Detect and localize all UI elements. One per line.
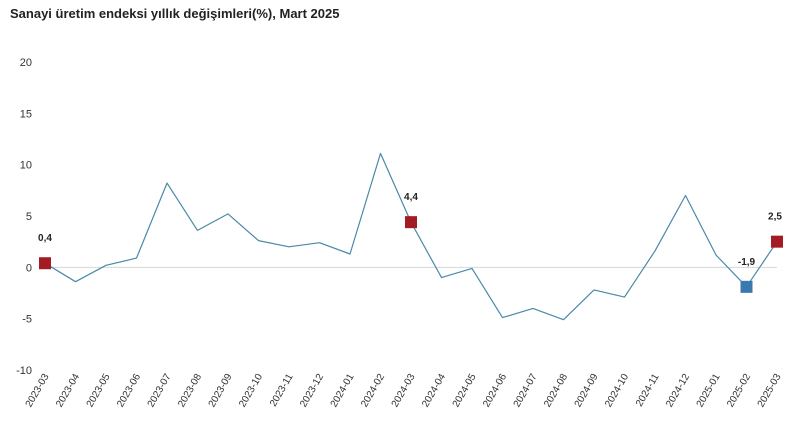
y-tick-label: 20	[20, 57, 32, 69]
data-point	[684, 194, 687, 197]
data-label: -1,9	[738, 257, 756, 268]
x-tick-label: 2024-06	[481, 372, 509, 410]
x-tick-label: 2023-11	[268, 372, 296, 409]
data-point	[501, 316, 504, 319]
data-point	[166, 182, 169, 185]
data-point	[257, 239, 260, 242]
data-label: 4,4	[404, 192, 418, 203]
data-point	[715, 254, 718, 257]
y-tick-label: 5	[26, 211, 32, 223]
x-tick-label: 2025-03	[756, 372, 784, 410]
data-point	[471, 267, 474, 270]
x-tick-label: 2023-03	[24, 372, 52, 410]
x-tick-label: 2024-03	[390, 372, 418, 410]
x-tick-label: 2023-10	[237, 372, 265, 410]
x-tick-label: 2024-07	[512, 372, 540, 410]
x-tick-label: 2024-09	[573, 372, 601, 410]
y-tick-label: 0	[26, 262, 32, 274]
y-tick-label: 10	[20, 160, 32, 172]
data-point	[74, 280, 77, 283]
x-tick-label: 2024-12	[664, 372, 692, 410]
series-line	[44, 152, 778, 321]
data-point	[532, 307, 535, 310]
x-tick-label: 2023-05	[85, 372, 113, 410]
highlight-marker	[740, 280, 753, 293]
y-tick-label: -10	[16, 365, 32, 377]
y-tick-label: 15	[20, 108, 32, 120]
series-polyline	[44, 152, 778, 321]
x-tick-label: 2023-07	[146, 372, 174, 410]
data-point	[562, 318, 565, 321]
data-point	[440, 276, 443, 279]
data-label: 0,4	[38, 233, 52, 244]
data-point	[135, 257, 138, 260]
x-tick-label: 2025-01	[695, 372, 723, 410]
x-tick-label: 2024-11	[634, 372, 662, 409]
x-tick-label: 2024-10	[603, 372, 631, 410]
annotation-markers: 0,4 4,4 -1,9 2,5	[38, 192, 783, 293]
data-point	[623, 296, 626, 299]
data-point	[379, 152, 382, 155]
x-tick-label: 2024-01	[329, 372, 357, 410]
x-tick-label: 2023-08	[176, 372, 204, 410]
data-point	[196, 229, 199, 232]
y-tick-label: -5	[22, 314, 32, 326]
x-tick-label: 2024-02	[359, 372, 387, 410]
x-tick-label: 2023-04	[54, 372, 82, 410]
data-point	[318, 241, 321, 244]
x-tick-label: 2023-06	[115, 372, 143, 410]
data-point	[105, 264, 108, 267]
data-point	[288, 245, 291, 248]
highlight-marker	[39, 257, 51, 270]
x-tick-label: 2023-12	[298, 372, 326, 410]
data-point	[227, 212, 230, 215]
data-point	[654, 249, 657, 252]
chart-title: Sanayi üretim endeksi yıllık değişimleri…	[10, 6, 340, 21]
highlight-marker	[771, 235, 783, 248]
x-tick-label: 2024-08	[542, 372, 570, 410]
x-tick-label: 2024-05	[451, 372, 479, 410]
highlight-marker	[405, 216, 417, 229]
x-tick-label: 2023-09	[207, 372, 235, 410]
x-tick-label: 2025-02	[725, 372, 753, 410]
data-point	[593, 288, 596, 291]
x-tick-label: 2024-04	[420, 372, 448, 410]
y-axis: -10 -5 0 5 10 15 20	[16, 57, 32, 377]
data-point	[349, 252, 352, 255]
x-axis: 2023-03 2023-04 2023-05 2023-06 2023-07 2023-…	[24, 372, 784, 410]
data-label: 2,5	[768, 212, 782, 223]
